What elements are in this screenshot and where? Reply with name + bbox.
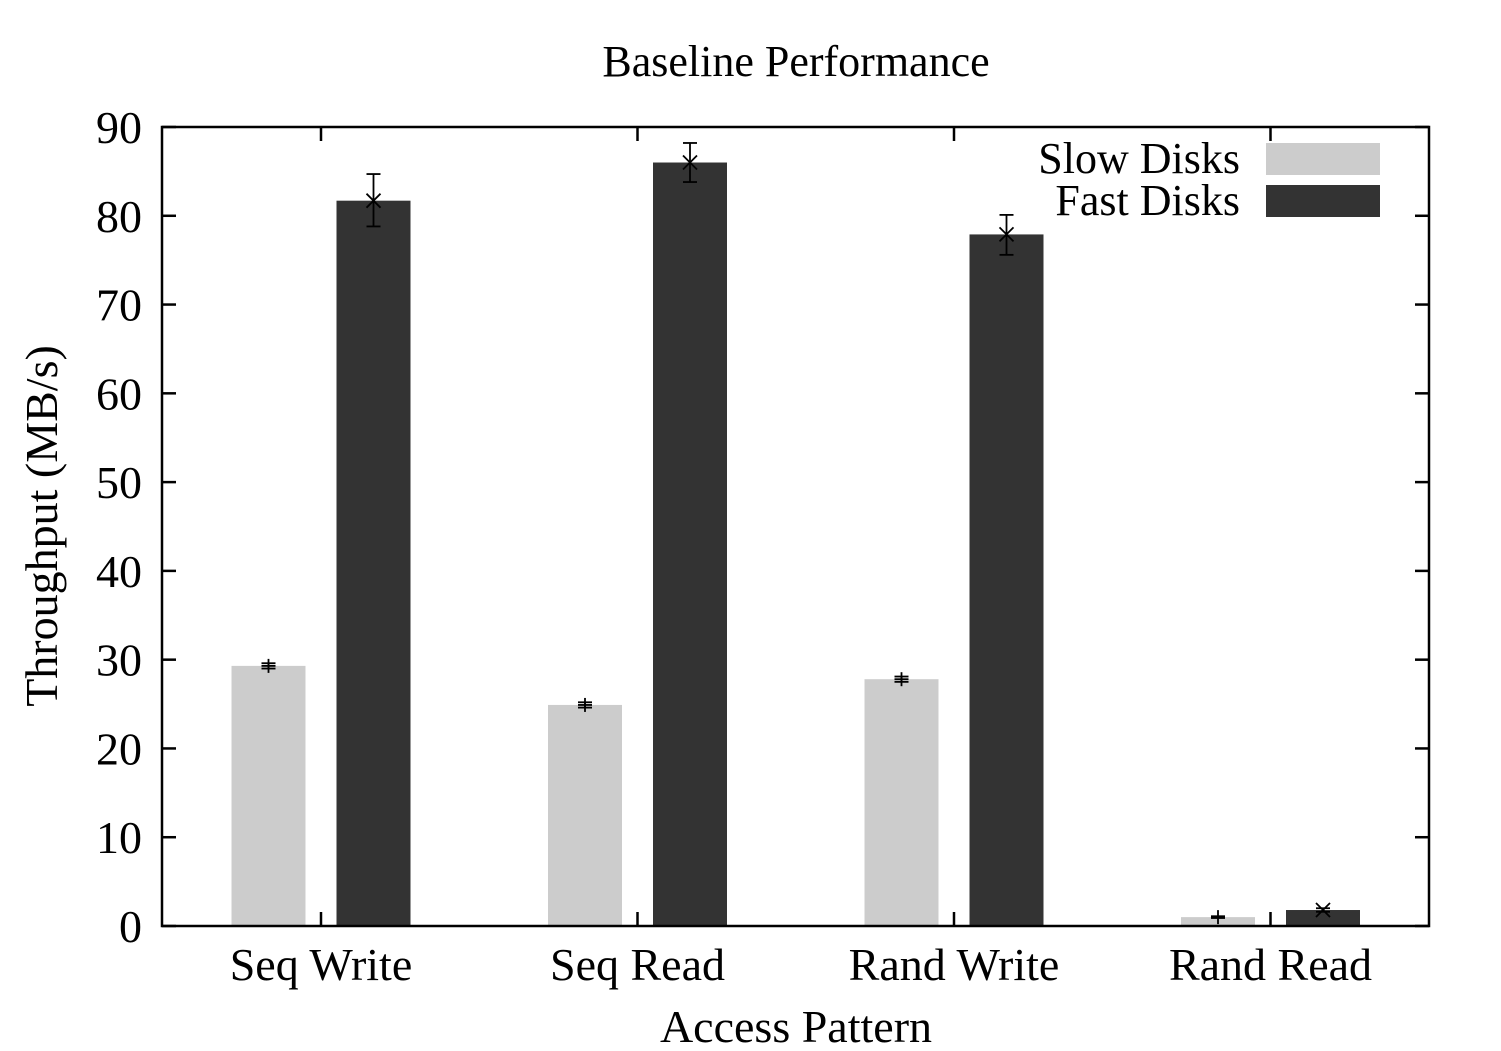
error-bar	[1211, 910, 1225, 925]
y-tick-label: 30	[96, 635, 142, 686]
chart-title: Baseline Performance	[602, 37, 989, 86]
x-axis-label: Access Pattern	[660, 1001, 932, 1051]
legend-swatch-slow	[1266, 143, 1380, 175]
bar-fast-0	[336, 200, 411, 927]
legend-swatch-fast	[1266, 185, 1380, 217]
bar-slow-1	[548, 704, 622, 926]
y-axis-label: Throughput (MB/s)	[16, 345, 67, 707]
y-tick-label: 50	[96, 457, 142, 508]
bar-slow-0	[231, 665, 306, 926]
y-tick-label: 40	[96, 546, 142, 597]
bar-fast-1	[653, 162, 727, 926]
legend-label-fast: Fast Disks	[1055, 176, 1240, 225]
error-bar	[578, 697, 592, 712]
x-tick-label: Rand Write	[849, 939, 1060, 990]
error-bar	[998, 213, 1015, 256]
bar-fast-2	[969, 234, 1044, 926]
x-tick-label: Seq Write	[230, 939, 413, 990]
y-tick-label: 70	[96, 280, 142, 331]
y-tick-label: 10	[96, 812, 142, 863]
x-tick-label: Seq Read	[550, 939, 725, 990]
y-tick-label: 80	[96, 191, 142, 242]
y-tick-label: 60	[96, 368, 142, 419]
error-bar	[894, 672, 909, 687]
error-bar	[365, 173, 382, 228]
bar-slow-2	[864, 679, 939, 926]
bars-group	[231, 162, 1360, 927]
y-tick-label: 0	[119, 901, 142, 952]
bar-fast-3	[1286, 910, 1360, 926]
error-bar	[1315, 902, 1331, 918]
error-bar	[682, 142, 698, 183]
y-tick-label: 90	[96, 102, 142, 153]
axis-ticks-group: 0 10 20 30 40 50 60 70 80 90 Seq Write Seq Read Rand…	[96, 102, 1429, 990]
legend-label-slow: Slow Disks	[1038, 134, 1240, 183]
plot-frame	[160, 125, 1431, 928]
y-tick-label: 20	[96, 723, 142, 774]
x-tick-label: Rand Read	[1169, 939, 1372, 990]
error-bars-group	[261, 142, 1331, 925]
error-bar	[261, 658, 276, 673]
